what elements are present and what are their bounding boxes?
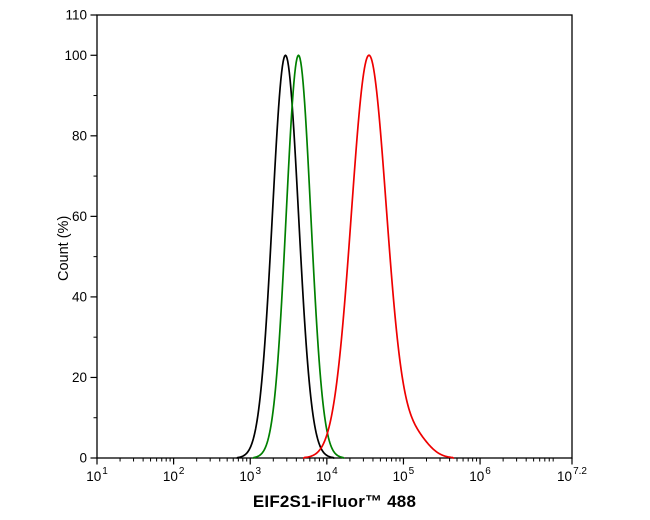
plot-frame [96,14,573,459]
x-axis-title: EIF2S1-iFluor™ 488 [252,492,417,511]
x-tick-label: 103 [239,466,261,484]
x-tick-label: 106 [469,466,491,484]
y-tick-label: 0 [79,451,87,466]
black-curve [236,54,335,459]
x-tick-label: 107.2 [557,466,587,484]
x-tick-label: 102 [163,466,185,484]
x-tick-label: 104 [316,466,338,484]
y-axis-title: Count (%) [56,215,72,281]
x-tick-label: 101 [86,466,108,484]
y-tick-label: 40 [72,289,87,304]
red-curve [303,54,455,459]
y-tick-label: 20 [72,370,87,385]
y-tick-label: 60 [72,209,87,224]
y-tick-label: 80 [72,128,87,143]
green-curve [252,54,345,459]
y-tick-label: 110 [65,8,87,23]
x-tick-label: 105 [393,466,415,484]
y-tick-label: 100 [64,48,87,63]
